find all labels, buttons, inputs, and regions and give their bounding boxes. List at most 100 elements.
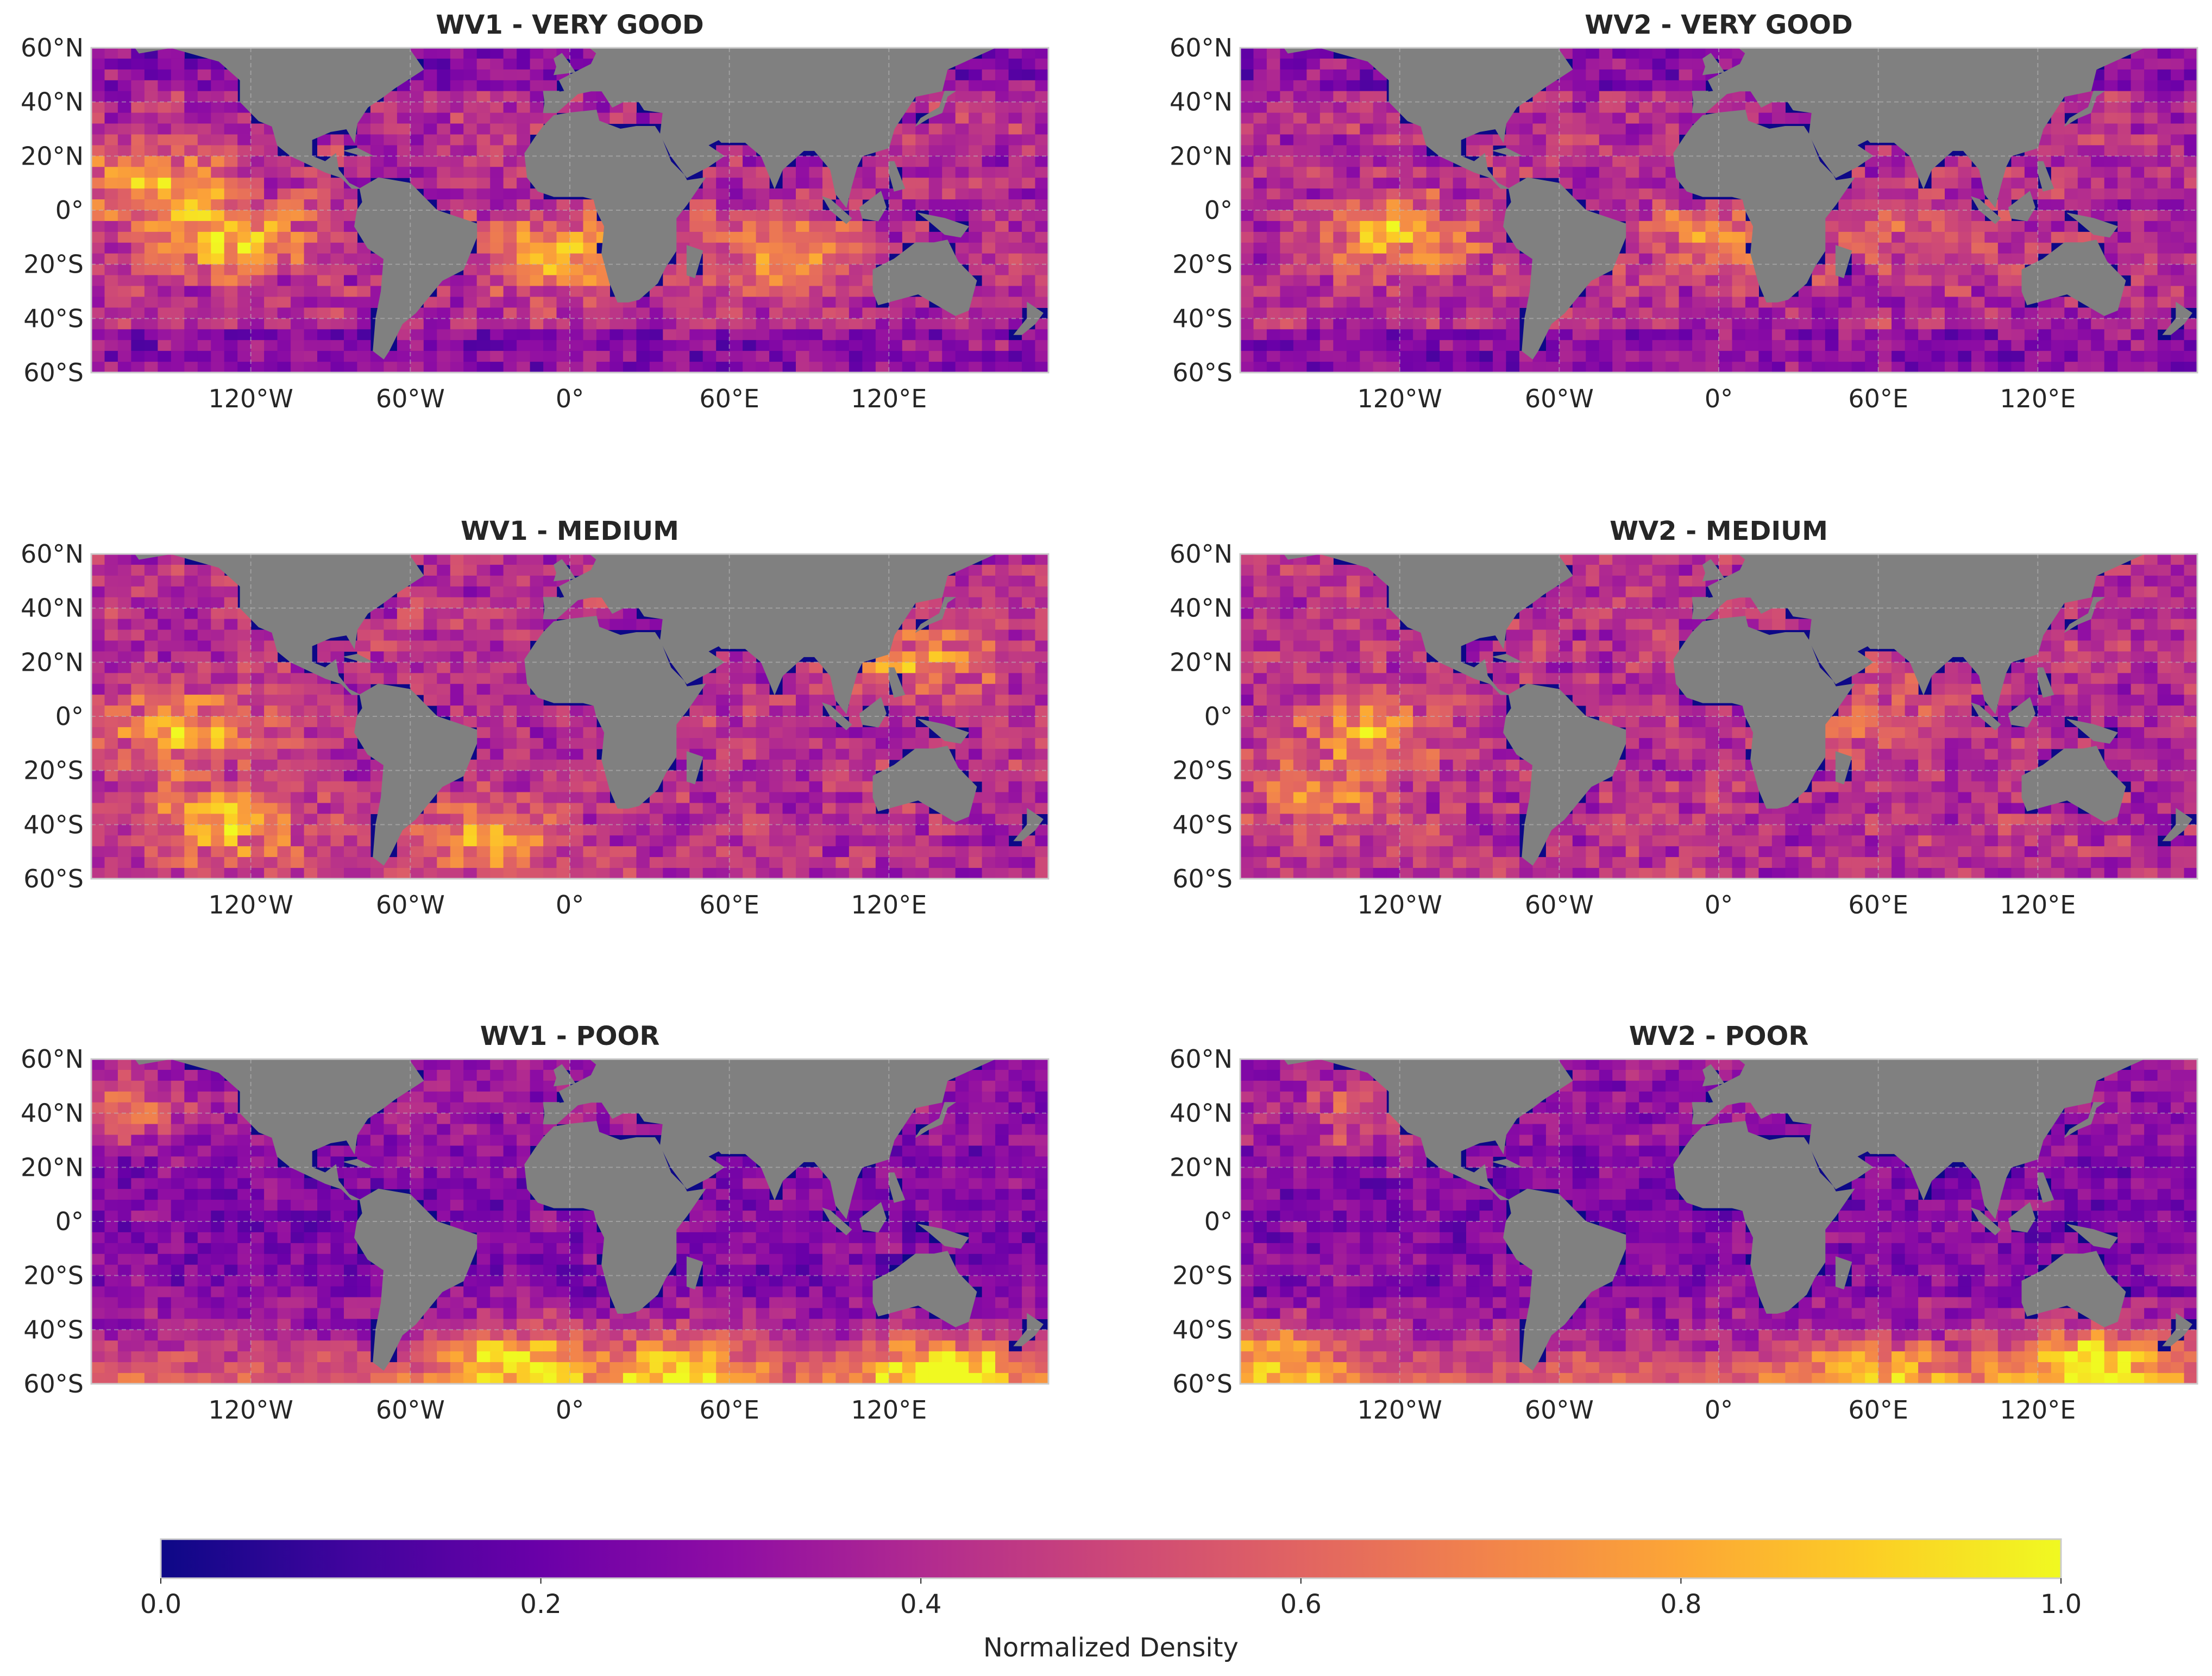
density-cell <box>490 102 504 114</box>
density-cell <box>1360 112 1374 124</box>
density-cell <box>969 586 983 598</box>
density-cell <box>716 770 730 782</box>
density-cell <box>503 199 517 211</box>
density-cell <box>1035 662 1048 673</box>
density-cell <box>131 575 145 587</box>
density-cell <box>503 727 517 739</box>
density-cell <box>131 695 145 706</box>
density-cell <box>397 629 411 641</box>
density-cell <box>264 188 278 200</box>
density-cell <box>1413 134 1427 146</box>
density-cell <box>304 329 318 341</box>
density-cell <box>2117 586 2132 598</box>
density-cell <box>277 318 291 330</box>
density-cell <box>849 781 863 793</box>
density-cell <box>224 307 238 319</box>
density-cell <box>91 586 105 598</box>
density-cell <box>1719 340 1733 351</box>
density-cell <box>211 835 225 847</box>
density-cell <box>490 80 504 92</box>
density-cell <box>1719 351 1733 362</box>
density-cell <box>1572 145 1586 156</box>
density-cell <box>1493 210 1507 222</box>
density-cell <box>889 814 903 825</box>
density-cell <box>1666 564 1680 576</box>
density-cell <box>1399 210 1413 222</box>
density-cell <box>2038 188 2052 200</box>
density-cell <box>995 564 1009 576</box>
density-cell <box>676 824 690 836</box>
density-cell <box>969 857 983 868</box>
density-cell <box>1035 112 1048 124</box>
density-cell <box>490 640 504 652</box>
density-cell <box>490 297 504 308</box>
y-tick-label: 40°N <box>21 87 84 117</box>
density-cell <box>1360 286 1374 297</box>
density-cell <box>1984 362 1999 373</box>
density-cell <box>902 220 916 232</box>
density-cell <box>1679 58 1693 70</box>
density-cell <box>743 748 757 760</box>
density-cell <box>437 297 451 308</box>
density-cell <box>955 188 969 200</box>
density-cell <box>689 846 703 858</box>
density-cell <box>211 748 225 760</box>
density-cell <box>2171 286 2185 297</box>
density-cell <box>1652 351 1666 362</box>
density-cell <box>291 220 305 232</box>
density-cell <box>437 868 451 879</box>
density-cell <box>756 846 770 858</box>
density-cell <box>756 738 770 749</box>
density-cell <box>1652 210 1666 222</box>
density-cell <box>2144 220 2158 232</box>
density-cell <box>2064 199 2078 211</box>
density-cell <box>370 608 384 620</box>
density-cell <box>197 242 211 254</box>
density-cell <box>822 781 837 793</box>
density-cell <box>131 814 145 825</box>
density-cell <box>928 835 942 847</box>
density-cell <box>1599 286 1613 297</box>
density-cell <box>1732 253 1746 265</box>
density-cell <box>769 770 783 782</box>
density-cell <box>530 554 544 565</box>
density-cell <box>756 199 770 211</box>
density-cell <box>1022 716 1036 728</box>
density-cell <box>982 112 996 124</box>
density-cell <box>291 340 305 351</box>
density-cell <box>1319 231 1334 243</box>
density-cell <box>2117 307 2132 319</box>
density-cell <box>1891 220 1906 232</box>
density-cell <box>1945 275 1959 287</box>
density-cell <box>702 835 717 847</box>
density-cell <box>1905 340 1919 351</box>
density-cell <box>1426 340 1440 351</box>
density-cell <box>397 351 411 362</box>
density-cell <box>942 662 956 673</box>
density-cell <box>835 857 850 868</box>
density-cell <box>423 629 437 641</box>
density-cell <box>649 619 663 631</box>
density-cell <box>330 145 344 156</box>
density-cell <box>476 640 491 652</box>
density-cell <box>476 145 491 156</box>
density-cell <box>517 275 531 287</box>
density-cell <box>158 705 172 717</box>
land-south-america <box>1503 177 1626 360</box>
density-cell <box>503 554 517 565</box>
density-cell <box>796 231 810 243</box>
density-cell <box>1545 597 1560 609</box>
density-cell <box>2144 307 2158 319</box>
density-cell <box>1333 199 1347 211</box>
density-cell <box>2104 69 2118 81</box>
density-cell <box>1825 242 1839 254</box>
density-cell <box>131 738 145 749</box>
density-cell <box>1506 253 1520 265</box>
density-cell <box>583 307 597 319</box>
density-cell <box>184 846 198 858</box>
density-cell <box>1346 102 1360 114</box>
density-cell <box>2131 80 2145 92</box>
y-tick-label: 20°S <box>23 756 84 785</box>
density-cell <box>1022 770 1036 782</box>
density-cell <box>144 275 158 287</box>
